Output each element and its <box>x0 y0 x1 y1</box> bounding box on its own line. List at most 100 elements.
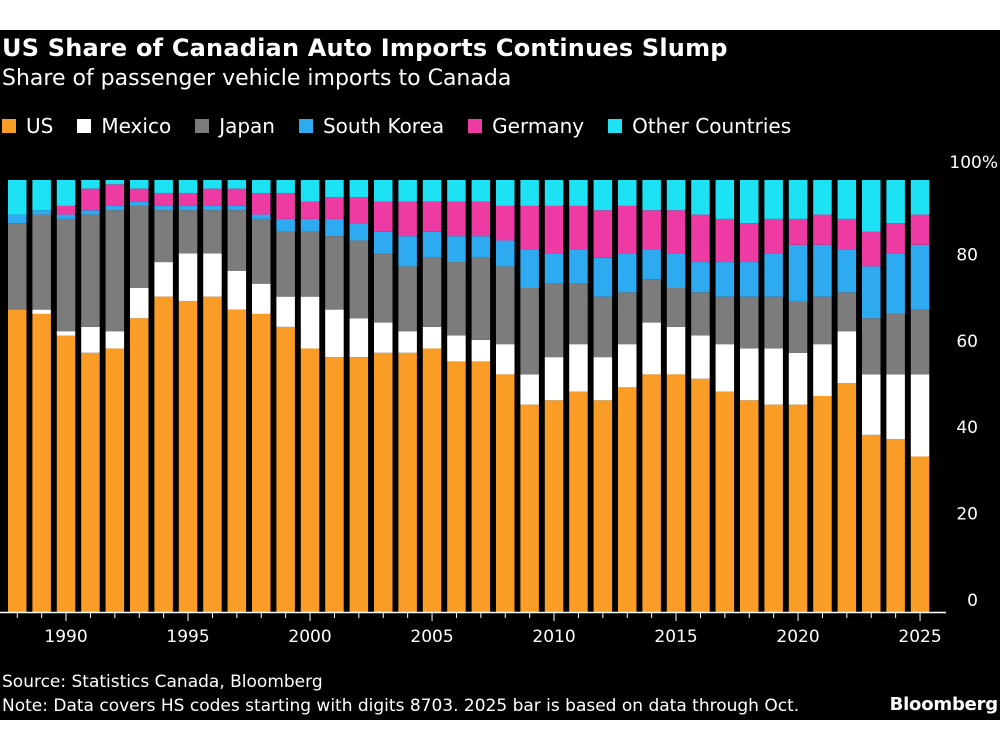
bar-segment-japan <box>496 266 515 345</box>
legend-label: Mexico <box>101 114 172 138</box>
bar-segment-japan <box>325 236 344 310</box>
legend-swatch <box>298 119 313 133</box>
bar-segment-japan <box>618 292 637 345</box>
x-tick-label: 1990 <box>44 627 87 647</box>
bar-segment-south-korea <box>496 240 515 267</box>
bar-segment-other-countries <box>32 180 51 211</box>
y-tick-label: 20 <box>956 505 978 525</box>
bar-segment-south-korea <box>569 249 588 284</box>
bar-segment-other-countries <box>81 180 100 189</box>
legend-label: Japan <box>219 114 275 138</box>
bar-stack-1999 <box>276 180 295 612</box>
bar-segment-germany <box>813 214 832 245</box>
bar-segment-mexico <box>471 339 491 362</box>
bar-segment-germany <box>666 210 686 254</box>
bar-segment-germany <box>325 197 344 219</box>
bar-segment-germany <box>569 205 588 250</box>
bar-stack-2010 <box>544 180 564 612</box>
bar-segment-japan <box>471 257 491 340</box>
y-tick-label: 80 <box>956 245 978 265</box>
bar-segment-other-countries <box>496 180 515 206</box>
bar-segment-us <box>740 400 759 612</box>
bar-segment-mexico <box>520 374 539 405</box>
bar-segment-japan <box>740 296 759 349</box>
x-tick-label: 2015 <box>654 627 697 647</box>
bar-segment-japan <box>349 240 369 319</box>
bar-segment-south-korea <box>666 253 686 288</box>
bar-segment-us <box>349 357 369 612</box>
bar-segment-japan <box>593 296 613 358</box>
bar-segment-germany <box>227 188 247 206</box>
bar-segment-germany <box>886 223 905 254</box>
bar-segment-us <box>764 404 783 612</box>
x-tick-label: 2025 <box>898 627 941 647</box>
bar-segment-japan <box>227 210 247 271</box>
bar-segment-other-countries <box>715 180 735 219</box>
bar-segment-germany <box>496 205 515 241</box>
bar-segment-germany <box>81 188 100 211</box>
bar-stack-2022 <box>837 180 857 612</box>
bar-segment-germany <box>178 192 198 206</box>
bar-segment-mexico <box>886 374 905 440</box>
bar-stack-1994 <box>154 180 173 612</box>
bar-segment-germany <box>276 192 295 219</box>
bar-segment-other-countries <box>300 180 320 202</box>
bar-segment-mexico <box>252 283 271 314</box>
bar-segment-other-countries <box>447 180 466 202</box>
bar-segment-germany <box>203 188 222 206</box>
bar-segment-germany <box>300 201 320 219</box>
bar-segment-south-korea <box>862 266 881 319</box>
bar-segment-germany <box>715 218 735 263</box>
bar-segment-germany <box>837 218 857 250</box>
x-tick-label: 2000 <box>288 627 331 647</box>
bar-stack-2000 <box>300 180 320 612</box>
x-tick-label: 2010 <box>532 627 575 647</box>
bar-segment-japan <box>252 218 271 284</box>
bar-segment-us <box>130 318 149 612</box>
bar-segment-japan <box>544 283 564 358</box>
bar-segment-other-countries <box>422 180 442 202</box>
legend-item-south-korea: South Korea <box>298 114 444 138</box>
bar-stack-2019 <box>764 180 783 612</box>
bar-segment-germany <box>130 188 149 202</box>
bar-segment-us <box>715 391 735 612</box>
bar-segment-japan <box>691 292 710 336</box>
bar-stack-1990 <box>56 180 76 612</box>
bar-segment-south-korea <box>300 218 320 232</box>
bar-stack-2008 <box>496 180 515 612</box>
bar-segment-other-countries <box>788 180 808 219</box>
x-tick-label: 2020 <box>776 627 819 647</box>
bar-segment-other-countries <box>764 180 783 219</box>
bar-stack-2023 <box>862 180 881 612</box>
legend-swatch <box>195 119 210 133</box>
y-tick-label: 40 <box>956 418 978 438</box>
bar-segment-mexico <box>496 344 515 375</box>
bar-segment-mexico <box>276 296 295 327</box>
bar-stack-2009 <box>520 180 539 612</box>
bar-segment-other-countries <box>252 180 271 193</box>
bar-segment-south-korea <box>447 236 466 263</box>
bar-segment-south-korea <box>715 262 735 297</box>
bar-segment-south-korea <box>422 231 442 258</box>
bar-segment-germany <box>56 205 76 215</box>
bar-stack-2014 <box>642 180 661 612</box>
bar-segment-us <box>788 404 808 612</box>
bar-segment-japan <box>300 231 320 297</box>
bar-segment-germany <box>691 214 710 263</box>
bar-segment-germany <box>349 197 369 224</box>
bar-segment-south-korea <box>593 257 613 297</box>
bar-segment-mexico <box>691 335 710 379</box>
bar-segment-japan <box>862 318 881 375</box>
bar-stack-1997 <box>227 180 247 612</box>
bar-segment-other-countries <box>105 180 125 185</box>
bar-segment-germany <box>544 205 564 254</box>
chart-panel: US Share of Canadian Auto Imports Contin… <box>0 30 1000 720</box>
bar-segment-south-korea <box>81 210 100 215</box>
bar-segment-us <box>593 400 613 612</box>
bar-segment-mexico <box>32 309 51 314</box>
bar-segment-us <box>178 300 198 612</box>
bar-segment-south-korea <box>837 249 857 293</box>
bar-stack-2002 <box>349 180 369 612</box>
bar-segment-south-korea <box>764 253 783 297</box>
chart-title: US Share of Canadian Auto Imports Contin… <box>2 34 728 62</box>
